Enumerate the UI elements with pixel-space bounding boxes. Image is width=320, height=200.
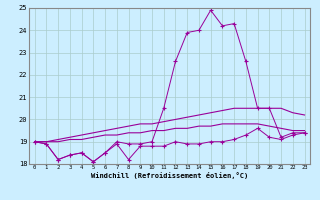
X-axis label: Windchill (Refroidissement éolien,°C): Windchill (Refroidissement éolien,°C): [91, 172, 248, 179]
